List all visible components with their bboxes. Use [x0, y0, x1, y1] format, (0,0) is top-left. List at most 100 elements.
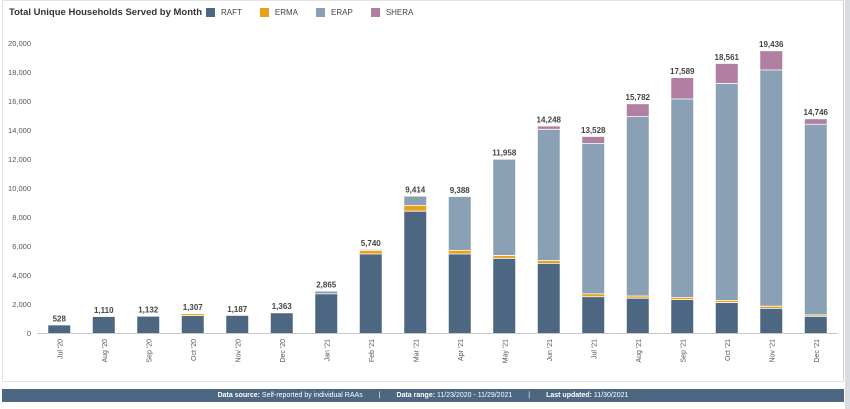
footer-separator: |	[378, 392, 381, 399]
x-tick-label: Oct '21	[725, 339, 732, 361]
footer-separator: |	[528, 392, 531, 399]
legend-item-erap[interactable]: ERAP	[316, 8, 353, 17]
bar-total-label: 1,363	[272, 302, 293, 311]
bar-segment-erap	[315, 291, 338, 294]
bar-segment-erma	[448, 250, 471, 254]
bar-total-label: 15,782	[626, 93, 651, 102]
legend-swatch-raft	[206, 8, 215, 17]
bar-segment-erap	[448, 196, 471, 251]
x-tick-label: Jul '21	[591, 339, 598, 359]
bar-segment-erap	[582, 143, 605, 294]
bar-segment-erma	[715, 300, 738, 303]
bar-total-label: 14,248	[537, 115, 562, 124]
footer-range: Data range: 11/23/2020 - 11/29/2021	[396, 392, 513, 399]
legend-swatch-erma	[259, 8, 269, 17]
x-tick-label: Sep '21	[680, 339, 687, 363]
bar-segment-erma	[537, 260, 560, 264]
bar-segment-raft	[137, 316, 160, 333]
bar-segment-erap	[804, 124, 827, 315]
bar-total-label: 1,110	[94, 306, 114, 315]
y-tick-label: 4,000	[12, 271, 31, 280]
bar-segment-raft	[359, 253, 382, 333]
bar-segment-erma	[804, 314, 827, 317]
bar-segment-erma	[760, 306, 783, 309]
footer-updated: Last updated: 11/30/2021	[546, 392, 629, 399]
bar-segment-shera	[804, 119, 827, 125]
x-tick-label: Aug '20	[102, 339, 109, 363]
bar-total-label: 17,589	[670, 67, 695, 76]
y-tick-label: 20,000	[8, 39, 31, 48]
legend-item-raft[interactable]: RAFT	[206, 8, 242, 17]
bar-segment-raft	[448, 253, 471, 333]
y-tick-label: 2,000	[12, 300, 31, 309]
bar-segment-raft	[48, 325, 71, 333]
x-tick-label: Jun '21	[547, 339, 554, 361]
bar-segment-erma	[671, 297, 694, 300]
legend-label-shera: SHERA	[385, 8, 414, 17]
bar-total-label: 18,561	[715, 53, 740, 62]
bar-segment-erma	[181, 314, 204, 316]
chart-legend: RAFT ERMA ERAP SHERA	[206, 8, 413, 17]
bar-segment-erap	[715, 83, 738, 301]
legend-swatch-erap	[316, 8, 326, 17]
y-tick-label: 10,000	[8, 184, 31, 193]
bar-segment-raft	[760, 308, 783, 333]
legend-label-erap: ERAP	[331, 8, 353, 17]
x-tick-label: Nov '20	[235, 339, 242, 363]
bar-segment-erap	[493, 159, 516, 256]
bar-segment-raft	[626, 298, 649, 333]
bar-total-label: 9,388	[450, 186, 471, 195]
x-tick-label: Feb '21	[369, 339, 376, 362]
stacked-bar-chart: 0 2,000 4,000 6,000 8,000 10,000 12,000 14,000 1…	[8, 39, 838, 363]
y-tick-label: 12,000	[8, 155, 31, 164]
bar-segment-shera	[626, 104, 649, 117]
legend-swatch-shera	[370, 8, 380, 17]
bar-segment-raft	[181, 315, 204, 333]
y-tick-label: 8,000	[12, 213, 31, 222]
legend-item-shera[interactable]: SHERA	[370, 8, 414, 17]
bar-total-label: 2,865	[316, 280, 337, 289]
bar-segment-erma	[582, 293, 605, 297]
chart-title: Total Unique Households Served by Month	[9, 7, 203, 18]
bar-segment-raft	[226, 315, 249, 333]
bar-total-label: 1,307	[183, 303, 204, 312]
bar-segment-erap	[671, 98, 694, 298]
x-tick-label: Mar '21	[413, 339, 420, 362]
scrollbar-track[interactable]	[845, 0, 850, 409]
y-tick-label: 16,000	[8, 97, 31, 106]
bar-segment-raft	[493, 258, 516, 333]
bar-total-label: 14,746	[804, 108, 829, 117]
footer-bar: Data source: Self-reported by individual…	[2, 389, 844, 402]
bar-segment-erma	[626, 296, 649, 299]
bar-total-label: 11,958	[492, 149, 517, 158]
bar-total-label: 1,187	[227, 305, 248, 314]
bar-segment-shera	[760, 51, 783, 71]
bar-segment-erap	[537, 129, 560, 261]
bar-segment-erma	[359, 250, 382, 254]
footer-source: Data source: Self-reported by individual…	[217, 392, 363, 399]
bar-total-label: 13,528	[581, 126, 606, 135]
bar-total-label: 5,740	[361, 239, 382, 248]
bar-segment-raft	[270, 313, 293, 333]
bar-segment-raft	[315, 293, 338, 333]
x-tick-label: May '21	[502, 339, 509, 363]
bar-segment-raft	[404, 211, 427, 333]
x-tick-label: Dec '21	[814, 339, 821, 363]
bar-segment-shera	[537, 126, 560, 130]
bar-segment-raft	[804, 316, 827, 333]
bar-segment-shera	[582, 136, 605, 144]
legend-item-erma[interactable]: ERMA	[259, 8, 299, 17]
x-tick-label: Sep '20	[146, 339, 153, 363]
bar-segment-raft	[715, 302, 738, 333]
legend-label-erma: ERMA	[274, 8, 299, 17]
bar-segment-raft	[537, 263, 560, 333]
bar-segment-erap	[760, 70, 783, 307]
y-tick-label: 18,000	[8, 68, 31, 77]
bar-segment-raft	[92, 316, 115, 333]
bar-total-label: 19,436	[759, 40, 784, 49]
bar-segment-shera	[715, 63, 738, 84]
bar-segment-raft	[582, 296, 605, 333]
x-tick-label: Nov '21	[769, 339, 776, 363]
x-tick-label: Apr '21	[458, 339, 465, 361]
x-tick-label: Jul '20	[57, 339, 64, 359]
